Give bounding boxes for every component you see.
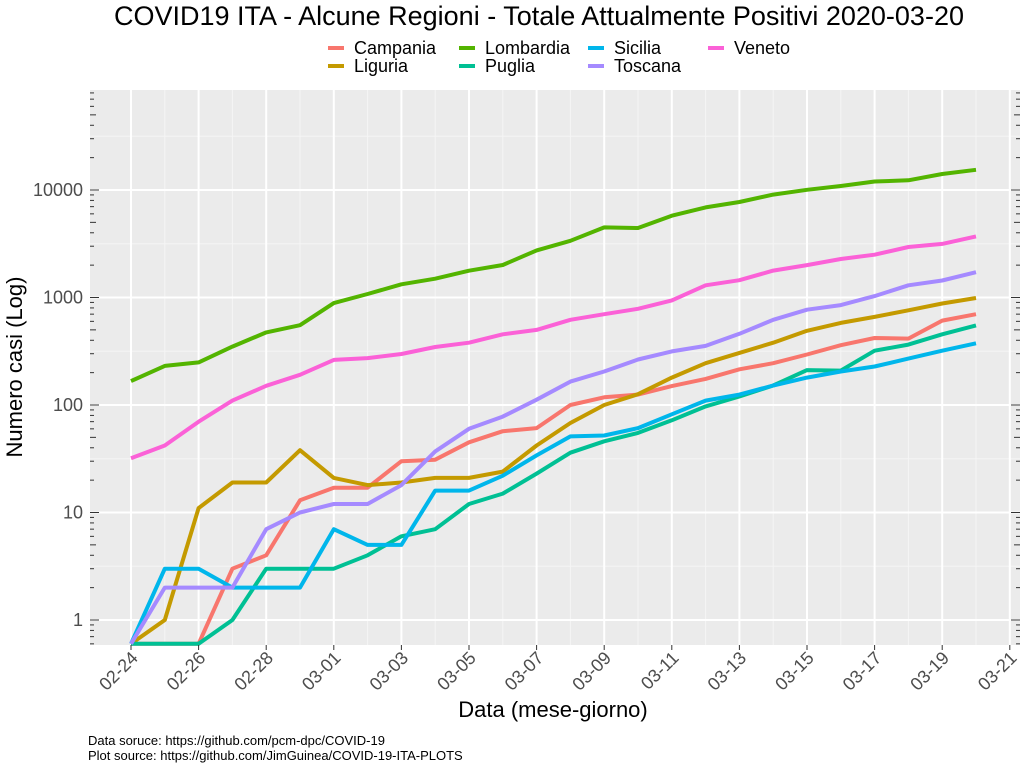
y-axis: 1 10 100 1000 10000: [33, 92, 1020, 645]
x-tick-label: 02-28: [230, 648, 277, 695]
legend-label-toscana: Toscana: [614, 56, 682, 76]
y-tick-label: 10000: [33, 180, 83, 200]
x-tick-label: 03-11: [637, 648, 683, 694]
series-group: [129, 167, 977, 646]
series-line-liguria: [129, 296, 977, 646]
x-axis-title: Data (mese-giorno): [458, 697, 648, 722]
x-tick-label: 03-01: [298, 648, 345, 695]
legend-label-puglia: Puglia: [485, 56, 536, 76]
y-tick-label: 1: [73, 610, 83, 630]
caption-data-source: Data soruce: https://github.com/pcm-dpc/…: [88, 733, 385, 748]
x-tick-label: 03-19: [906, 648, 953, 695]
x-tick-label: 03-03: [366, 648, 413, 695]
x-tick-label: 02-26: [163, 648, 210, 695]
legend-label-sicilia: Sicilia: [614, 38, 662, 58]
series-line-campania: [131, 312, 977, 646]
x-tick-label: 02-24: [95, 648, 142, 695]
y-axis-title: Numero casi (Log): [2, 277, 27, 458]
chart-title: COVID19 ITA - Alcune Regioni - Totale At…: [114, 1, 964, 31]
x-tick-label: 03-17: [839, 648, 886, 695]
caption-plot-source: Plot source: https://github.com/JimGuine…: [88, 748, 463, 763]
series-line-sicilia: [129, 341, 977, 645]
x-tick-label: 03-09: [568, 648, 615, 695]
plot-panel: [90, 90, 1020, 645]
y-tick-label: 10: [63, 503, 83, 523]
series-line-toscana: [129, 270, 977, 645]
legend-label-campania: Campania: [354, 38, 437, 58]
x-tick-label: 03-13: [704, 648, 751, 695]
y-tick-label: 1000: [43, 288, 83, 308]
x-tick-label: 03-15: [771, 648, 818, 695]
x-tick-label: 03-21: [974, 648, 1021, 695]
legend-label-veneto: Veneto: [734, 38, 790, 58]
x-tick-label: 03-07: [501, 648, 548, 695]
series-line-lombardia: [130, 167, 977, 383]
x-axis: 02-24 02-26 02-28 03-01 03-03 03-05 03-07 03-09…: [95, 645, 1021, 694]
x-tick-label: 03-05: [433, 648, 480, 695]
series-line-veneto: [130, 234, 977, 461]
y-tick-label: 100: [53, 395, 83, 415]
legend-label-liguria: Liguria: [354, 56, 409, 76]
legend-label-lombardia: Lombardia: [485, 38, 571, 58]
